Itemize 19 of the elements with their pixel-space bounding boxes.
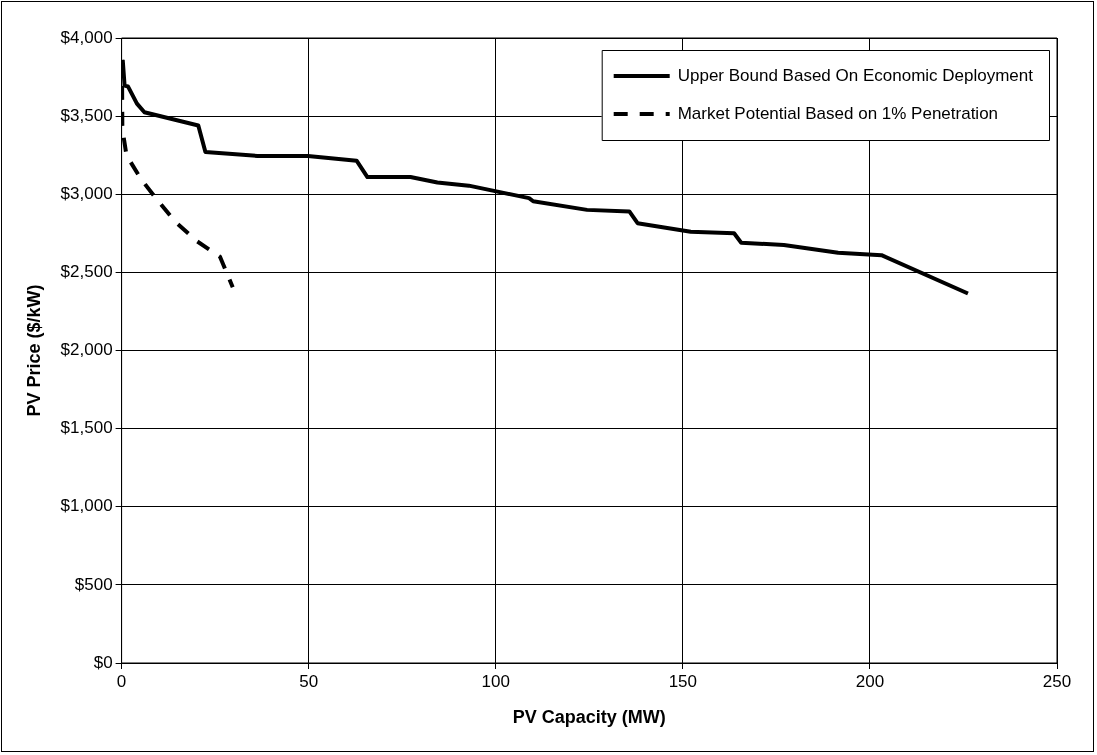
y-tick-label: $3,500 xyxy=(60,105,113,125)
y-tick-label: $4,000 xyxy=(60,27,113,47)
x-tick-label: 200 xyxy=(855,671,885,691)
y-tick-label: $500 xyxy=(74,574,113,594)
y-axis-title: PV Price ($/kW) xyxy=(23,284,44,417)
x-tick-label: 100 xyxy=(481,671,510,691)
x-tick-label: 0 xyxy=(116,671,127,691)
legend-label: Market Potential Based on 1% Penetration xyxy=(677,103,999,123)
y-tick-label: $1,500 xyxy=(60,418,113,438)
x-tick-label: 250 xyxy=(1042,671,1072,691)
legend-label: Upper Bound Based On Economic Deployment xyxy=(677,65,1034,85)
y-tick-label: $0 xyxy=(93,652,113,672)
y-tick-label: $1,000 xyxy=(60,496,113,516)
x-tick-label: 150 xyxy=(668,671,698,691)
y-tick-label: $2,000 xyxy=(60,340,113,360)
y-tick-label: $2,500 xyxy=(60,262,113,282)
y-tick-label: $3,000 xyxy=(60,183,113,203)
x-tick-label: 50 xyxy=(299,671,319,691)
x-axis-title: PV Capacity (MW) xyxy=(512,707,666,728)
